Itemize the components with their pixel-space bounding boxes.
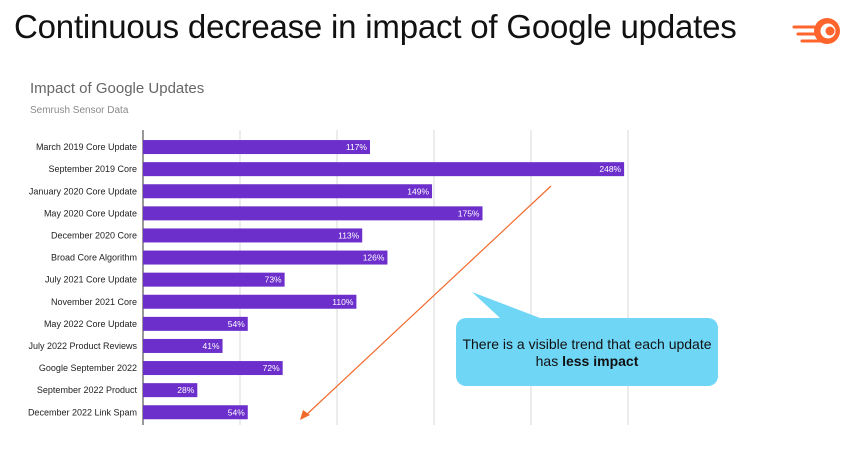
category-label: January 2020 Core Update xyxy=(29,186,137,196)
bar xyxy=(143,228,363,243)
chart-bars: 117% 248% 149% 175% 113% 126% 73% 110% 54% 41% 72%… xyxy=(143,140,625,420)
bar-value-label: 149% xyxy=(407,186,429,196)
bar-value-label: 175% xyxy=(458,208,480,218)
bar-value-label: 28% xyxy=(177,385,194,395)
bar xyxy=(143,162,625,177)
category-label: December 2020 Core xyxy=(51,230,137,240)
semrush-logo-icon xyxy=(792,18,840,44)
bar xyxy=(143,206,483,221)
bar xyxy=(143,272,285,287)
bar xyxy=(143,316,248,331)
bar xyxy=(143,294,357,309)
bar-value-label: 113% xyxy=(338,230,360,240)
bar-value-label: 54% xyxy=(228,319,245,329)
callout-pointer xyxy=(472,292,540,318)
chart-category-labels: March 2019 Core Update September 2019 Cor… xyxy=(28,142,138,417)
bar-value-label: 73% xyxy=(265,275,282,285)
trend-arrow-head xyxy=(300,410,310,420)
trend-arrow xyxy=(300,185,552,420)
bar-value-label: 117% xyxy=(346,142,368,152)
category-label: September 2022 Product xyxy=(37,385,138,395)
bar-value-label: 248% xyxy=(599,164,621,174)
bar xyxy=(143,250,388,265)
category-label: November 2021 Core xyxy=(51,297,137,307)
chart-title: Impact of Google Updates xyxy=(30,80,205,97)
category-label: May 2022 Core Update xyxy=(44,319,137,329)
category-label: May 2020 Core Update xyxy=(44,208,137,218)
bar-value-label: 54% xyxy=(228,407,245,417)
bar-value-label: 41% xyxy=(203,341,220,351)
bar-value-label: 110% xyxy=(332,297,354,307)
page-title: Continuous decrease in impact of Google … xyxy=(14,8,737,45)
category-label: December 2022 Link Spam xyxy=(28,407,137,417)
category-label: July 2022 Product Reviews xyxy=(28,341,137,351)
bar xyxy=(143,361,283,376)
callout-text: There is a visible trend that each updat… xyxy=(456,336,718,370)
category-label: July 2021 Core Update xyxy=(45,275,137,285)
bar xyxy=(143,184,433,199)
category-label: March 2019 Core Update xyxy=(36,142,137,152)
bar xyxy=(143,140,370,155)
callout-text-regular: There is a visible trend that each updat… xyxy=(462,336,712,369)
bar-value-label: 72% xyxy=(263,363,280,373)
bar xyxy=(143,405,248,420)
chart-subtitle: Semrush Sensor Data xyxy=(30,105,129,116)
category-label: Broad Core Algorithm xyxy=(51,253,137,263)
category-label: September 2019 Core xyxy=(48,164,137,174)
trend-arrow-line xyxy=(303,185,552,418)
callout-box xyxy=(456,318,718,386)
bar-value-label: 126% xyxy=(363,253,385,263)
bar xyxy=(143,338,223,353)
bar xyxy=(143,383,198,398)
category-label: Google September 2022 xyxy=(39,363,137,373)
callout-text-bold: less impact xyxy=(562,353,639,369)
